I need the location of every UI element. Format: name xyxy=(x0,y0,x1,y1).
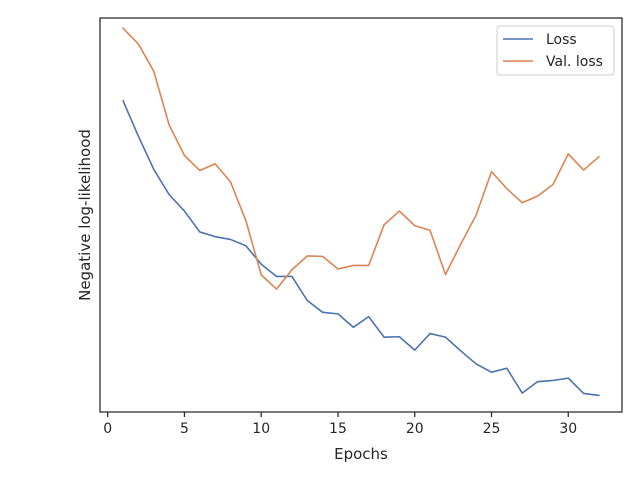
x-tick-label: 10 xyxy=(252,421,270,437)
x-ticks: 0 5 10 15 20 25 30 xyxy=(103,412,577,437)
y-axis-label: Negative log-likelihood xyxy=(76,129,94,301)
plot-frame xyxy=(99,17,623,413)
legend: Loss Val. loss xyxy=(496,25,615,76)
x-tick-label: 25 xyxy=(483,421,501,437)
x-tick-label: 15 xyxy=(329,421,347,437)
plot-area xyxy=(100,18,622,412)
x-tick-label: 5 xyxy=(180,421,189,437)
series-line-val-loss xyxy=(122,27,600,290)
series-layer xyxy=(122,27,600,397)
legend-label-val-loss: Val. loss xyxy=(546,54,603,70)
x-tick-label: 0 xyxy=(103,421,112,437)
legend-label-loss: Loss xyxy=(546,32,577,48)
x-tick-label: 30 xyxy=(559,421,577,437)
x-tick-label: 20 xyxy=(406,421,424,437)
x-axis-label: Epochs xyxy=(334,445,388,463)
series-line-loss xyxy=(122,99,600,397)
